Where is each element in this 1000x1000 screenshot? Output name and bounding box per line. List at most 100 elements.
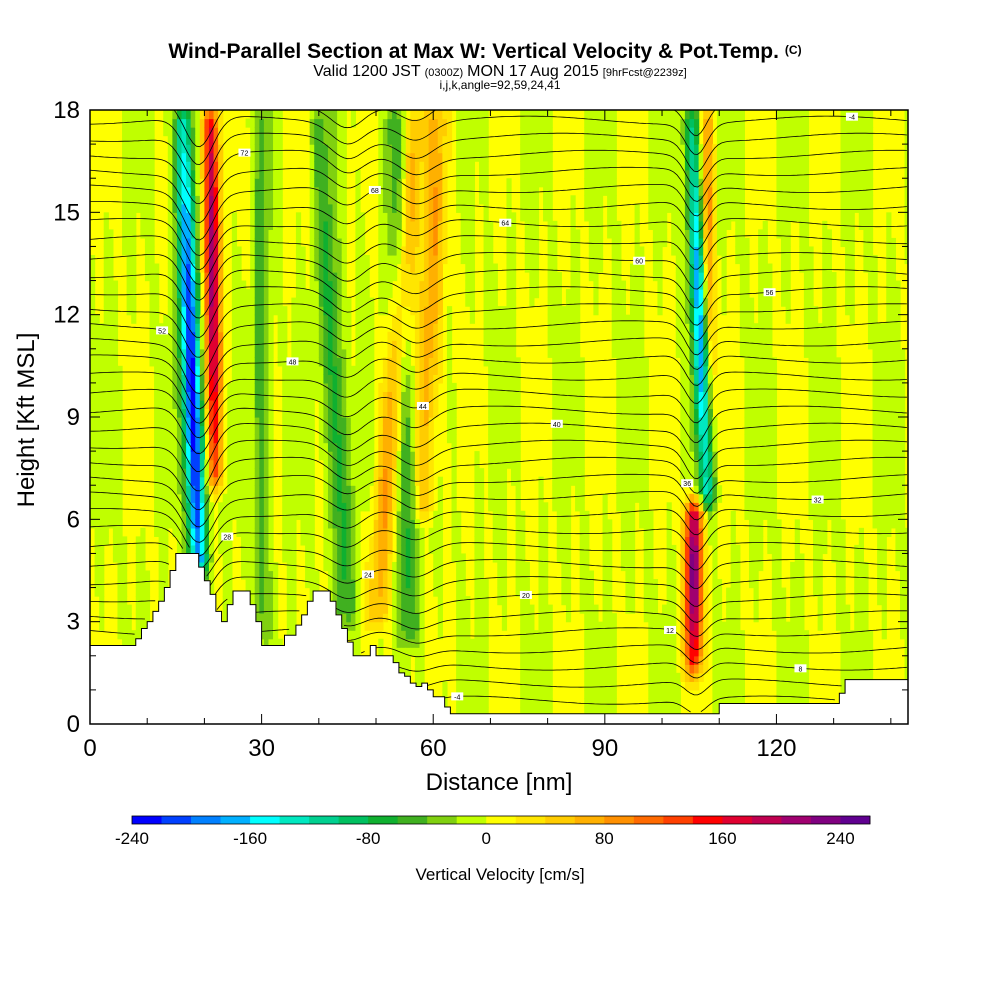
velocity-cell [250,246,256,256]
velocity-cell [360,280,366,290]
velocity-cell [314,161,320,171]
velocity-cell [213,493,219,503]
velocity-cell [227,510,233,520]
velocity-cell [474,127,480,137]
velocity-cell [140,621,146,631]
velocity-cell [291,476,297,486]
velocity-cell [401,536,407,546]
velocity-cell [295,451,302,461]
velocity-cell [584,630,590,640]
velocity-cell [213,161,219,171]
velocity-cell [350,604,357,614]
velocity-cell [369,391,375,401]
velocity-cell [154,399,160,410]
velocity-cell [382,297,389,307]
velocity-cell [410,118,416,128]
velocity-cell [565,604,572,614]
velocity-cell [451,382,457,393]
velocity-cell [369,553,375,563]
velocity-cell [149,272,155,282]
velocity-cell [575,459,581,469]
velocity-cell [364,374,370,384]
velocity-cell [167,519,173,529]
velocity-cell [474,553,480,563]
velocity-cell [584,553,590,563]
velocity-cell [167,323,173,333]
velocity-cell [538,561,544,572]
velocity-cell [424,485,430,495]
velocity-cell [456,161,462,171]
velocity-cell [401,655,407,665]
velocity-cell [378,152,384,162]
velocity-cell [277,254,283,265]
velocity-cell [382,246,389,256]
velocity-cell [570,272,576,282]
velocity-cell [360,451,366,461]
velocity-cell [414,630,421,640]
velocity-cell [529,220,535,230]
velocity-cell [277,144,283,154]
velocity-cell [323,348,329,358]
velocity-cell [401,630,407,640]
velocity-cell [90,425,96,435]
velocity-cell [405,391,411,401]
velocity-cell [140,527,146,537]
velocity-cell [497,587,503,597]
velocity-cell [360,289,366,299]
velocity-cell [90,297,96,307]
velocity-cell [186,289,192,299]
velocity-cell [218,476,224,486]
velocity-cell [218,348,224,358]
velocity-cell [282,408,288,418]
velocity-cell [520,510,526,520]
velocity-cell [181,348,187,358]
velocity-cell [213,399,219,410]
velocity-cell [405,527,411,537]
velocity-cell [213,331,219,341]
velocity-cell [318,237,324,248]
velocity-cell [474,459,480,469]
velocity-cell [190,348,196,358]
velocity-cell [401,297,407,307]
velocity-cell [158,331,164,341]
velocity-cell [584,212,590,222]
velocity-cell [469,195,476,205]
velocity-cell [593,655,599,665]
velocity-cell [291,417,297,427]
velocity-cell [181,195,187,205]
velocity-cell [254,596,260,606]
velocity-cell [268,425,274,435]
velocity-cell [90,306,96,316]
velocity-cell [99,502,105,512]
velocity-cell [387,280,393,290]
velocity-cell [350,596,357,606]
velocity-cell [282,442,288,452]
velocity-cell [460,681,466,691]
velocity-cell [437,272,443,282]
velocity-cell [94,587,100,597]
velocity-cell [538,672,544,682]
velocity-cell [346,587,352,597]
velocity-cell [547,348,553,358]
velocity-cell [286,408,292,418]
velocity-cell [419,587,425,597]
velocity-cell [176,544,183,555]
velocity-cell [511,229,517,239]
velocity-cell [561,527,567,537]
velocity-cell [497,357,503,367]
velocity-cell [433,536,439,546]
velocity-cell [364,391,370,401]
velocity-cell [259,604,265,614]
velocity-cell [515,425,521,435]
velocity-cell [309,468,315,478]
velocity-cell [396,229,402,239]
velocity-cell [149,152,155,162]
velocity-cell [314,254,320,265]
velocity-cell [254,357,260,367]
velocity-cell [181,203,187,213]
velocity-cell [533,280,540,290]
velocity-cell [204,254,210,265]
velocity-cell [277,212,283,222]
velocity-cell [309,127,315,137]
velocity-cell [190,127,196,137]
